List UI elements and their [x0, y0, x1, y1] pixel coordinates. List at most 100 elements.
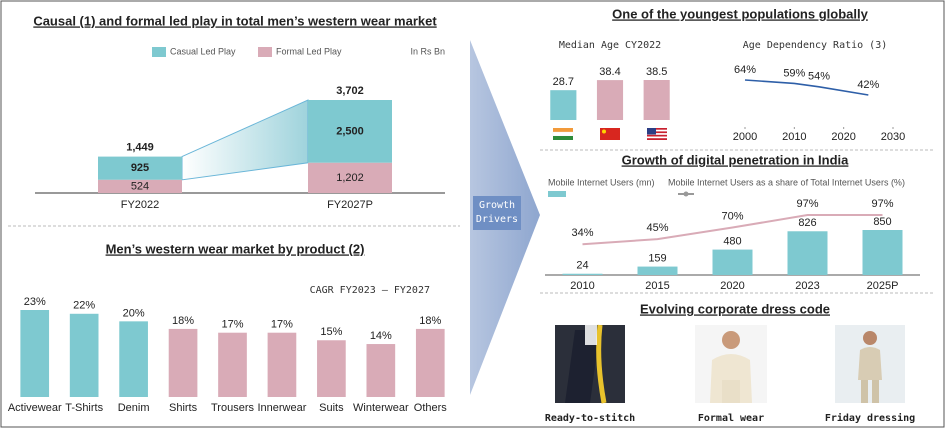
bar	[119, 321, 148, 397]
bar	[69, 313, 99, 397]
note: In Rs Bn	[410, 46, 445, 56]
x-tick-label: 2010	[570, 280, 594, 292]
chart-title: Men’s western wear market by product (2)	[106, 241, 365, 256]
x-tick-label: Denim	[118, 402, 150, 414]
value-label: 524	[131, 180, 149, 192]
section-title: One of the youngest populations globally	[612, 6, 868, 21]
x-tick-label: 2030	[881, 131, 905, 143]
bar-segment	[308, 162, 392, 193]
legend-swatch	[152, 47, 166, 57]
bar-segment	[308, 100, 392, 163]
x-tick-label: FY2022	[121, 199, 160, 211]
line	[582, 214, 883, 246]
caption: Formal wear	[698, 413, 764, 424]
flag-china	[600, 128, 620, 140]
value-label: 15%	[320, 326, 342, 338]
value-label: 1,202	[336, 172, 364, 184]
x-tick-label: FY2027P	[327, 199, 373, 211]
value-label: 850	[873, 216, 891, 228]
value-label: 480	[723, 235, 741, 247]
legend-label: Mobile Internet Users (mn)	[548, 177, 655, 187]
legend-dot	[683, 191, 689, 197]
x-tick-label: Shirts	[169, 402, 198, 414]
x-tick-label: T-Shirts	[65, 402, 103, 414]
photo-formal-wear	[695, 325, 767, 403]
value-label: 97%	[871, 198, 893, 210]
x-tick-label: 2020	[831, 131, 855, 143]
bar	[317, 340, 346, 397]
x-tick-label: Others	[414, 402, 448, 414]
chart-title: Age Dependency Ratio (3)	[743, 40, 888, 51]
chart-title: Growth of digital penetration in India	[622, 152, 850, 167]
x-tick-label: 2020	[720, 280, 744, 292]
total-label: 3,702	[336, 85, 364, 97]
value-label: 59%	[783, 67, 805, 79]
value-label: 14%	[370, 330, 392, 342]
bar-segment	[98, 156, 182, 180]
bar	[562, 273, 603, 275]
x-tick-label: Trousers	[211, 402, 254, 414]
value-label: 42%	[857, 79, 879, 91]
value-label: 64%	[734, 64, 756, 76]
photo-friday-dressing	[835, 325, 905, 403]
total-label: 1,449	[126, 142, 154, 154]
x-tick-label: Activewear	[8, 402, 62, 414]
flag-usa	[647, 128, 667, 140]
value-label: 18%	[172, 315, 194, 327]
bar	[643, 80, 670, 120]
value-label: 159	[648, 252, 666, 264]
x-tick-label: 2015	[645, 280, 669, 292]
value-label: 45%	[646, 222, 668, 234]
x-tick-label: 2000	[733, 131, 757, 143]
bar	[596, 80, 624, 120]
bar	[712, 249, 753, 275]
flag-india	[552, 128, 574, 140]
value-label: 38.5	[646, 66, 667, 78]
value-label: 2,500	[336, 125, 364, 137]
x-tick-label: Winterwear	[353, 402, 409, 414]
value-label: 34%	[571, 227, 593, 239]
bar	[267, 332, 297, 397]
value-label: 18%	[419, 315, 441, 327]
value-label: 17%	[221, 319, 243, 331]
caption: Friday dressing	[825, 412, 915, 424]
subtitle: CAGR FY2023 – FY2027	[310, 285, 430, 296]
bar	[218, 332, 247, 397]
bar	[787, 231, 828, 275]
legend-swatch	[258, 47, 272, 57]
x-tick-label: Innerwear	[257, 402, 306, 414]
legend-label: Casual Led Play	[170, 46, 236, 56]
value-label: 24	[576, 260, 588, 272]
bar	[862, 230, 903, 275]
connector	[181, 99, 309, 181]
x-tick-label: 2025P	[867, 280, 899, 292]
bar	[20, 310, 50, 397]
value-label: 97%	[796, 198, 818, 210]
legend-label: Mobile Internet Users as a share of Tota…	[668, 177, 905, 187]
line	[744, 79, 869, 96]
value-label: 826	[798, 217, 816, 229]
photo-ready-to-stitch	[555, 324, 625, 404]
value-label: 54%	[808, 71, 830, 83]
value-label: 925	[131, 162, 149, 174]
legend-swatch	[548, 191, 566, 197]
value-label: 22%	[73, 300, 95, 312]
bar	[366, 344, 396, 397]
bar-segment	[98, 179, 182, 193]
value-label: 23%	[24, 296, 46, 308]
value-label: 17%	[271, 319, 293, 331]
bar	[550, 90, 577, 120]
chart-title: Median Age CY2022	[559, 40, 661, 51]
value-label: 20%	[123, 307, 145, 319]
caption: Ready-to-stitch	[545, 412, 635, 424]
growth-drivers-label: Growth Drivers	[473, 196, 521, 230]
x-tick-label: 2010	[782, 131, 806, 143]
value-label: 70%	[721, 210, 743, 222]
bar	[415, 328, 445, 397]
x-tick-label: Suits	[319, 402, 344, 414]
chart-title: Causal (1) and formal led play in total …	[33, 13, 437, 28]
section-title: Evolving corporate dress code	[640, 301, 830, 316]
